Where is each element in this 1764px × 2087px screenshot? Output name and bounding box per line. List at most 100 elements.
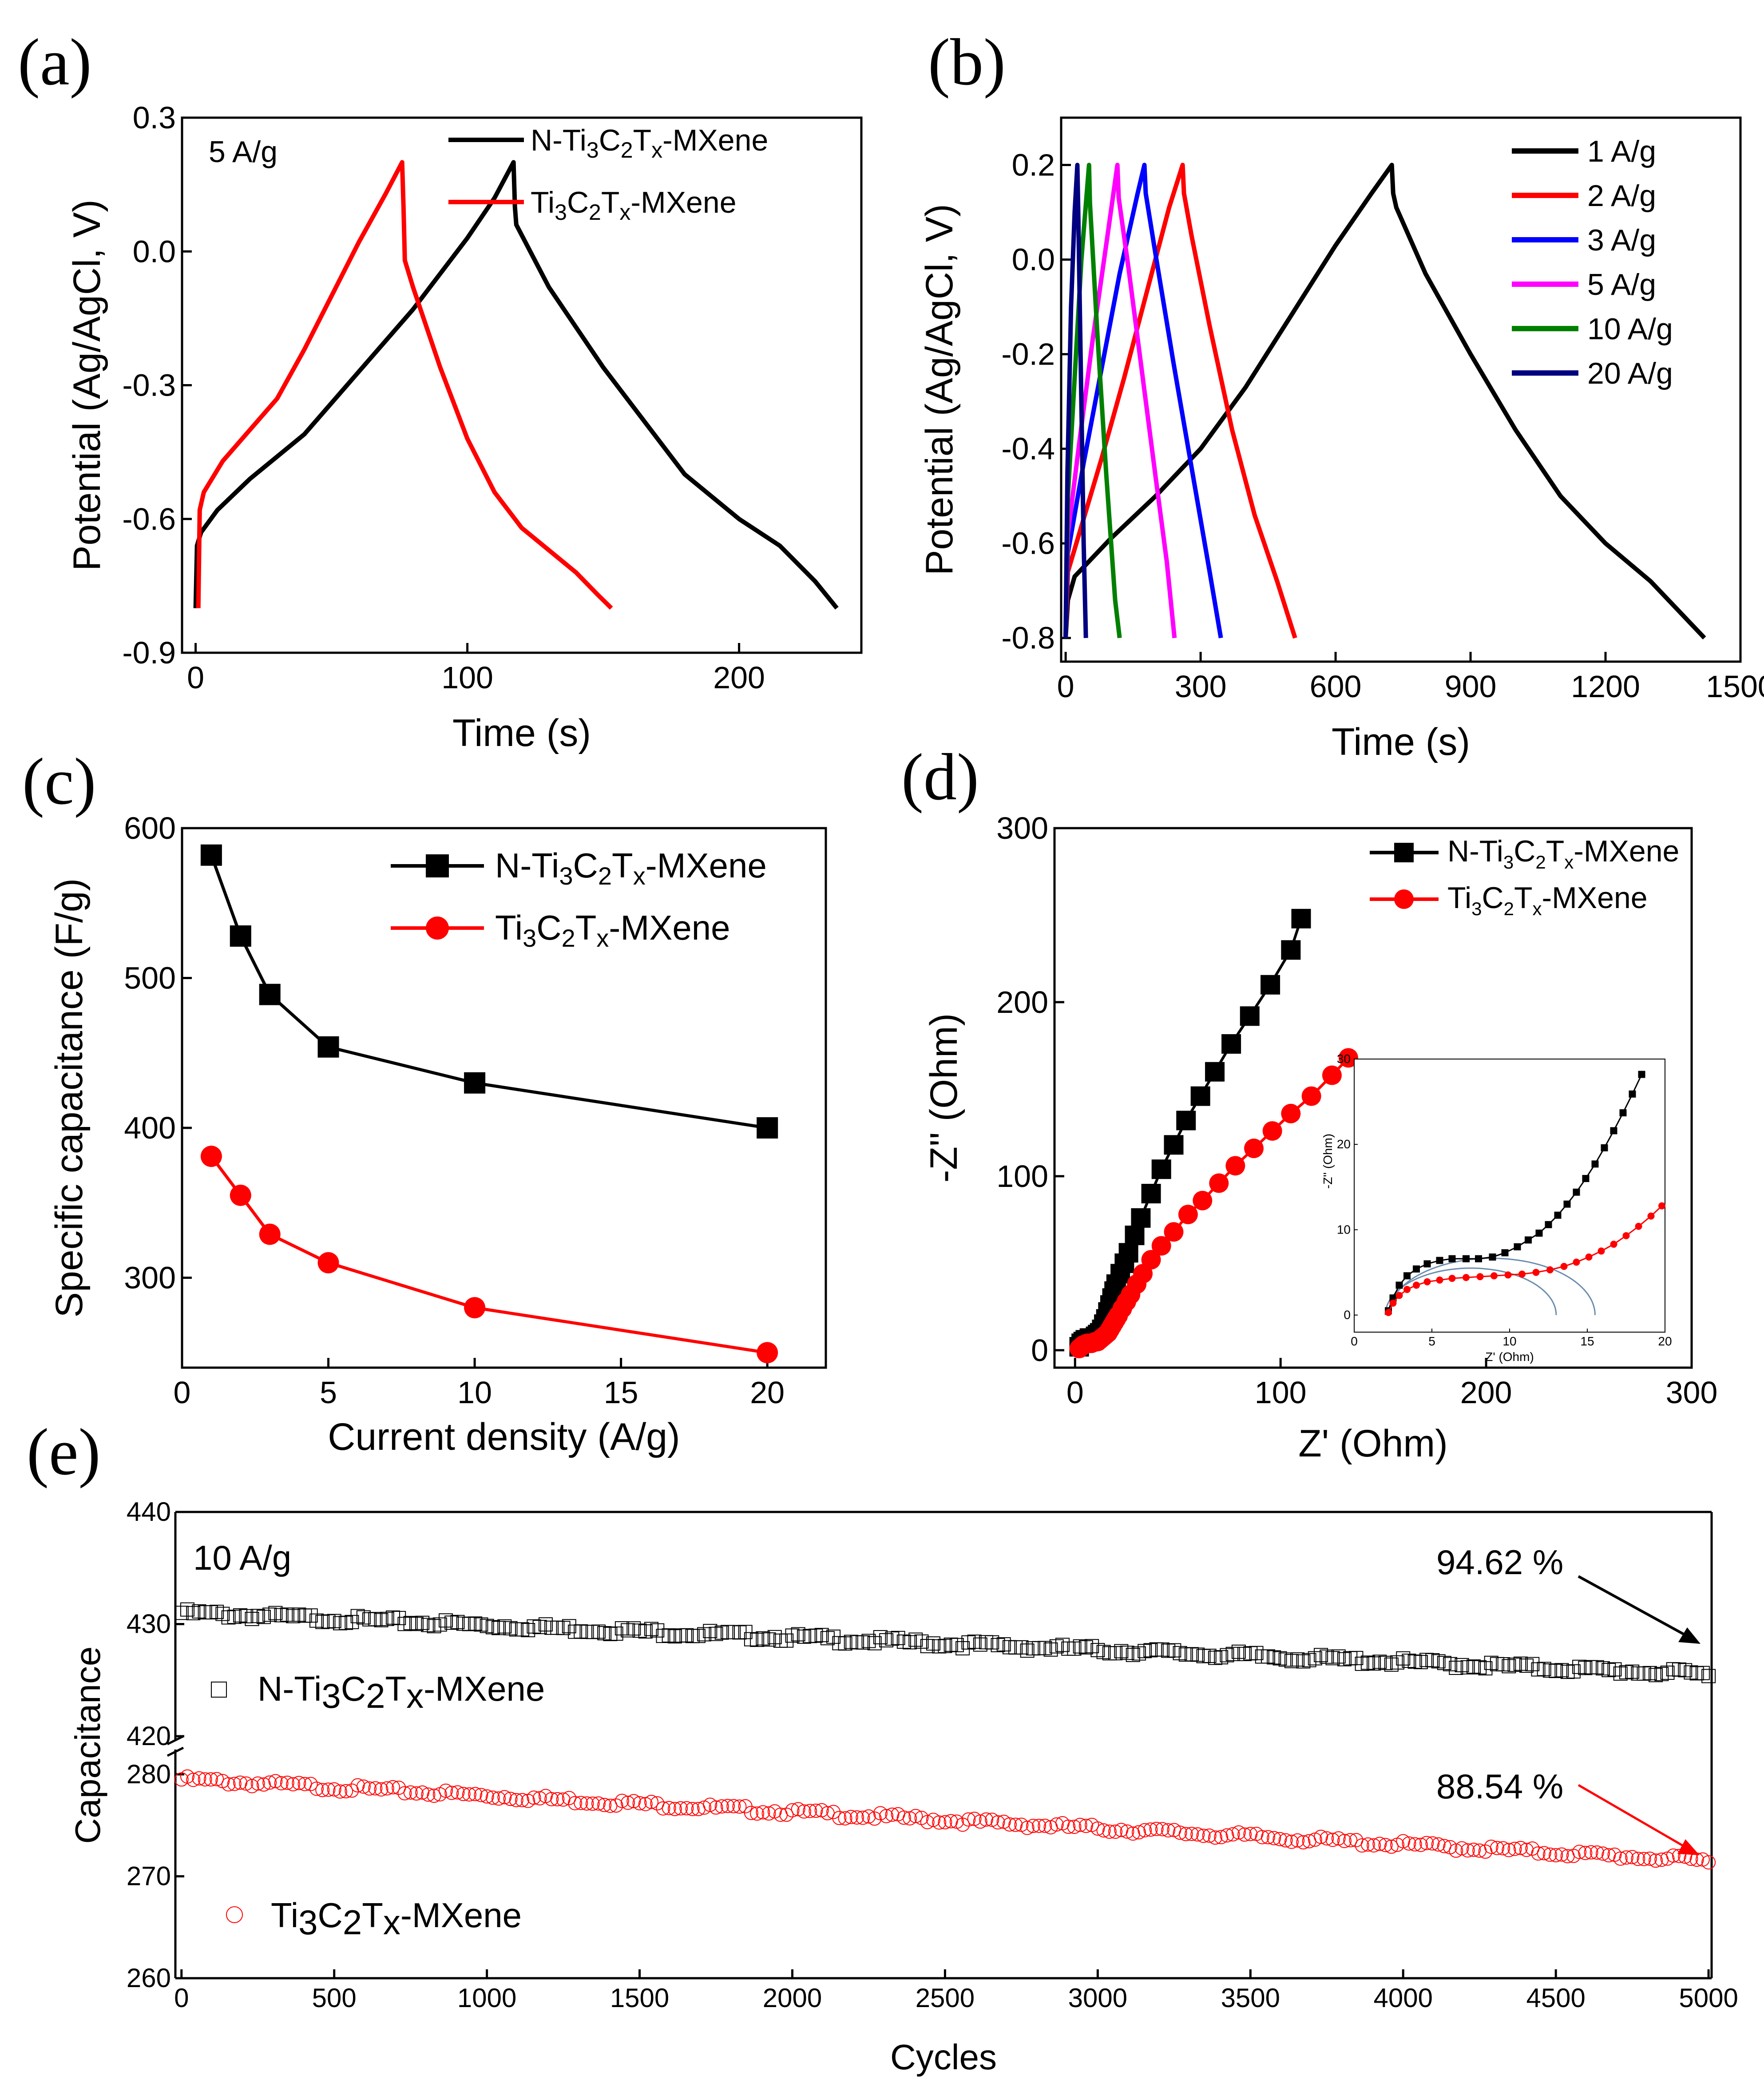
cycle-marker-1-234	[1549, 1848, 1563, 1862]
cycle-marker-1-131	[943, 1814, 958, 1829]
legend-marker-0	[1394, 843, 1414, 862]
formula-part-s2: 2	[589, 200, 601, 225]
cycle-marker-1-142	[1008, 1817, 1023, 1832]
cycle-marker-0-54	[492, 1621, 506, 1635]
cycle-marker-0-190	[1290, 1652, 1305, 1667]
formula-part-s3: x	[1533, 898, 1542, 919]
cycle-marker-1-174	[1196, 1829, 1211, 1843]
cycle-marker-1-185	[1261, 1830, 1275, 1845]
formula-part-s1: 3	[1503, 852, 1514, 873]
cycle-marker-1-255	[1672, 1849, 1686, 1863]
inset-x-tick-label: 20	[1658, 1334, 1672, 1348]
formula-part-m1: C	[536, 908, 561, 947]
cycle-marker-1-184	[1255, 1830, 1269, 1845]
cycle-marker-1-16	[268, 1774, 283, 1789]
x-tick-label: 15	[604, 1375, 638, 1410]
cycle-marker-0-220	[1466, 1659, 1481, 1674]
x-tick-label: 0	[174, 1375, 191, 1410]
panel-label-d: (d)	[901, 740, 979, 814]
cycle-marker-1-182	[1243, 1827, 1258, 1841]
inset-marker-0-18	[1573, 1188, 1580, 1196]
inset-marker-1-13	[1532, 1269, 1540, 1276]
cycle-marker-0-46	[444, 1615, 459, 1630]
cycle-marker-1-5	[203, 1772, 218, 1787]
data-marker-0-31	[1240, 1006, 1260, 1026]
cycle-marker-1-196	[1325, 1833, 1340, 1847]
legend-marker-1	[1394, 889, 1414, 909]
cycle-marker-0-42	[421, 1618, 436, 1632]
cycle-marker-1-220	[1466, 1842, 1481, 1857]
cycle-marker-0-239	[1578, 1661, 1593, 1675]
x-tick-label: 500	[312, 1983, 357, 2013]
cycle-marker-0-100	[761, 1632, 776, 1647]
retention-label-0: 94.62 %	[1436, 1543, 1563, 1582]
cycle-marker-1-165	[1143, 1822, 1158, 1837]
cycle-marker-0-91	[709, 1627, 723, 1641]
cycle-marker-1-245	[1613, 1851, 1628, 1866]
y-tick-label: 300	[124, 1261, 176, 1295]
cycle-marker-1-45	[439, 1783, 453, 1798]
cycle-marker-0-59	[521, 1623, 535, 1638]
cycle-marker-1-57	[509, 1793, 523, 1807]
x-tick-label: 0	[187, 660, 204, 695]
cycle-marker-1-210	[1407, 1837, 1422, 1852]
cycle-marker-1-60	[527, 1790, 541, 1805]
cycle-marker-0-242	[1596, 1661, 1610, 1676]
cycle-marker-0-201	[1355, 1656, 1369, 1671]
cycle-marker-1-238	[1572, 1845, 1587, 1859]
inset-y-tick-label: 20	[1337, 1137, 1351, 1151]
cycle-marker-0-222	[1478, 1661, 1493, 1676]
y-tick-label: -0.6	[122, 502, 176, 536]
data-marker-0-2	[259, 984, 281, 1005]
y-axis-title: -Z'' (Ohm)	[923, 1013, 965, 1183]
cycle-marker-1-27	[333, 1784, 347, 1799]
cycle-marker-1-149	[1049, 1817, 1064, 1832]
cycle-marker-1-82	[656, 1801, 670, 1816]
cycle-marker-0-13	[250, 1609, 265, 1623]
formula-part-m2: T	[1514, 881, 1533, 915]
plot-frame	[181, 827, 827, 1369]
x-tick-label: 0	[1066, 1375, 1084, 1410]
x-axis-title: Cycles	[890, 2037, 997, 2077]
formula-part-s3: x	[596, 924, 609, 952]
cycle-marker-0-177	[1214, 1650, 1229, 1665]
data-marker-1-29	[1193, 1190, 1213, 1210]
x-tick-label: 100	[1255, 1375, 1307, 1410]
cycle-marker-1-58	[515, 1793, 530, 1807]
inset-marker-0-17	[1563, 1200, 1571, 1208]
cycle-marker-0-208	[1396, 1651, 1411, 1666]
inset-marker-0-14	[1535, 1230, 1543, 1237]
cycle-marker-1-46	[444, 1785, 459, 1800]
cycle-marker-1-75	[614, 1793, 629, 1808]
cycle-marker-0-186	[1267, 1650, 1281, 1665]
y-tick-label: 0.3	[133, 100, 176, 135]
cycle-marker-0-1	[180, 1602, 194, 1617]
inset-marker-0-2	[1395, 1282, 1403, 1289]
inset-marker-0-15	[1545, 1221, 1552, 1228]
cycle-marker-1-125	[908, 1809, 923, 1823]
cycle-marker-0-6	[210, 1604, 224, 1619]
cycle-marker-0-152	[1067, 1641, 1082, 1656]
cycle-marker-1-212	[1419, 1836, 1434, 1850]
cycle-marker-0-175	[1202, 1648, 1217, 1663]
cycle-marker-0-138	[985, 1635, 999, 1650]
inset-marker-0-8	[1463, 1255, 1470, 1262]
cycle-marker-1-85	[674, 1801, 688, 1816]
cycle-marker-1-241	[1590, 1845, 1604, 1860]
cycle-marker-0-223	[1484, 1655, 1498, 1670]
cycle-marker-0-230	[1525, 1657, 1540, 1671]
cycle-marker-1-28	[339, 1784, 353, 1798]
x-tick-label: 600	[1310, 669, 1362, 704]
data-marker-1-35	[1301, 1086, 1321, 1106]
cycle-marker-0-210	[1407, 1655, 1422, 1669]
cycle-marker-1-114	[844, 1809, 858, 1824]
cycle-marker-1-235	[1554, 1847, 1569, 1862]
formula-part-pre: Ti	[531, 186, 555, 219]
series-line-2	[1063, 163, 1223, 639]
formula-part-s1: 3	[523, 924, 536, 952]
cycle-marker-1-24	[315, 1783, 330, 1797]
cycle-marker-1-86	[679, 1801, 694, 1816]
inset-marker-0-12	[1514, 1243, 1521, 1250]
cycle-marker-0-17	[274, 1608, 289, 1623]
cycle-marker-0-187	[1272, 1651, 1287, 1666]
